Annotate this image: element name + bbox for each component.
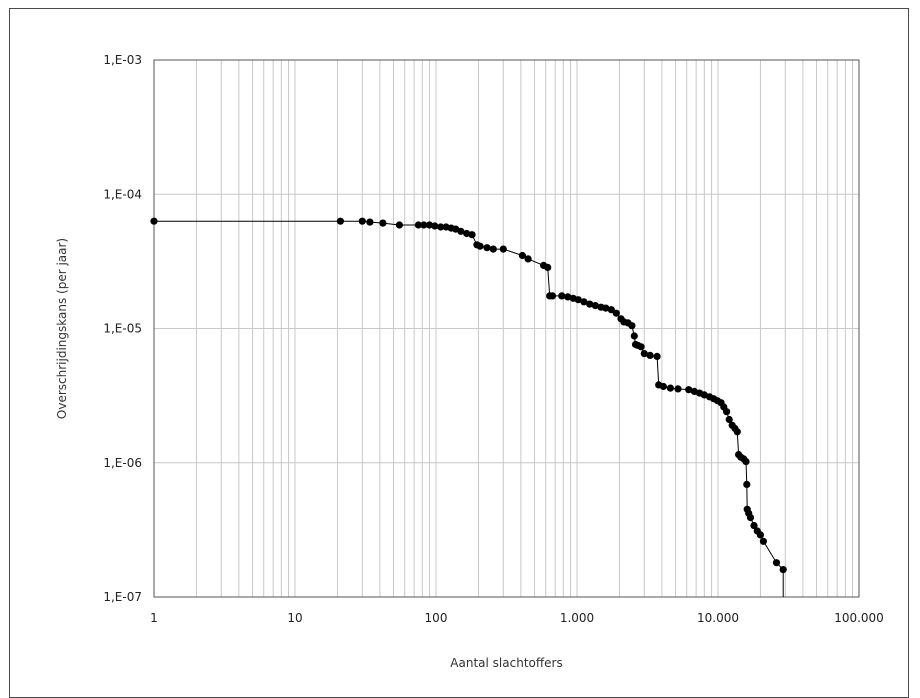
data-point [772, 559, 781, 567]
data-point [414, 221, 422, 229]
data-point [674, 385, 682, 393]
data-point [602, 304, 610, 312]
data-point [637, 343, 645, 351]
data-point [336, 217, 344, 225]
data-point [457, 227, 465, 235]
data-point [666, 384, 675, 392]
data-point [518, 251, 527, 260]
tick-labels: 1 10 100 1.000 10.000 100.000 1,E-07 1,E-06 1,E-… [103, 53, 883, 625]
data-point [628, 322, 636, 330]
y-tick-label: 1,E-07 [103, 590, 142, 604]
data-point [630, 332, 638, 340]
y-tick-label: 1,E-05 [103, 322, 142, 336]
data-point [725, 415, 733, 424]
data-point [366, 218, 374, 226]
data-point [640, 350, 648, 358]
data-point [483, 244, 491, 252]
grid-layer [154, 60, 859, 597]
x-tick-label: 10.000 [697, 611, 739, 625]
series-line [154, 220, 784, 597]
data-point [586, 300, 594, 308]
data-point [437, 223, 445, 231]
data-point [489, 245, 497, 253]
y-tick-label: 1,E-06 [103, 456, 142, 470]
data-point [420, 221, 428, 229]
y-axis-title: Overschrijdingskans (per jaar) [55, 238, 69, 419]
data-point [564, 293, 572, 301]
data-point [580, 298, 588, 306]
data-point [150, 217, 158, 225]
data-point [558, 292, 566, 300]
data-point [476, 242, 484, 250]
data-point [759, 537, 768, 545]
data-point [468, 231, 476, 239]
data-point [607, 306, 615, 314]
data-point [379, 219, 387, 227]
data-point [742, 458, 750, 466]
data-point [591, 302, 600, 310]
data-point [574, 296, 582, 304]
data-point [395, 221, 403, 229]
data-point [358, 217, 366, 225]
y-tick-label: 1,E-04 [103, 187, 142, 201]
data-point [746, 514, 755, 522]
series-layer [150, 217, 787, 597]
data-point [431, 222, 439, 230]
data-point [750, 522, 758, 530]
data-point [743, 480, 751, 488]
data-point [779, 566, 787, 574]
data-point [548, 292, 557, 300]
x-tick-label: 1.000 [560, 611, 594, 625]
data-point [756, 531, 765, 539]
plot-area-border [153, 59, 860, 598]
data-point [612, 309, 620, 317]
chart-frame [9, 8, 909, 698]
data-point [685, 386, 693, 394]
x-tick-label: 10 [287, 611, 302, 625]
data-point [723, 408, 731, 416]
x-tick-label: 100.000 [834, 611, 884, 625]
data-point [499, 245, 507, 253]
data-point [646, 351, 654, 359]
data-point [653, 352, 661, 360]
data-point [544, 263, 552, 271]
x-tick-label: 1 [150, 611, 158, 625]
data-point [524, 255, 532, 263]
x-axis-title: Aantal slachtoffers [450, 656, 562, 670]
x-tick-label: 100 [425, 611, 448, 625]
data-point [659, 382, 668, 391]
data-point [733, 428, 741, 436]
y-tick-label: 1,E-03 [103, 53, 142, 67]
